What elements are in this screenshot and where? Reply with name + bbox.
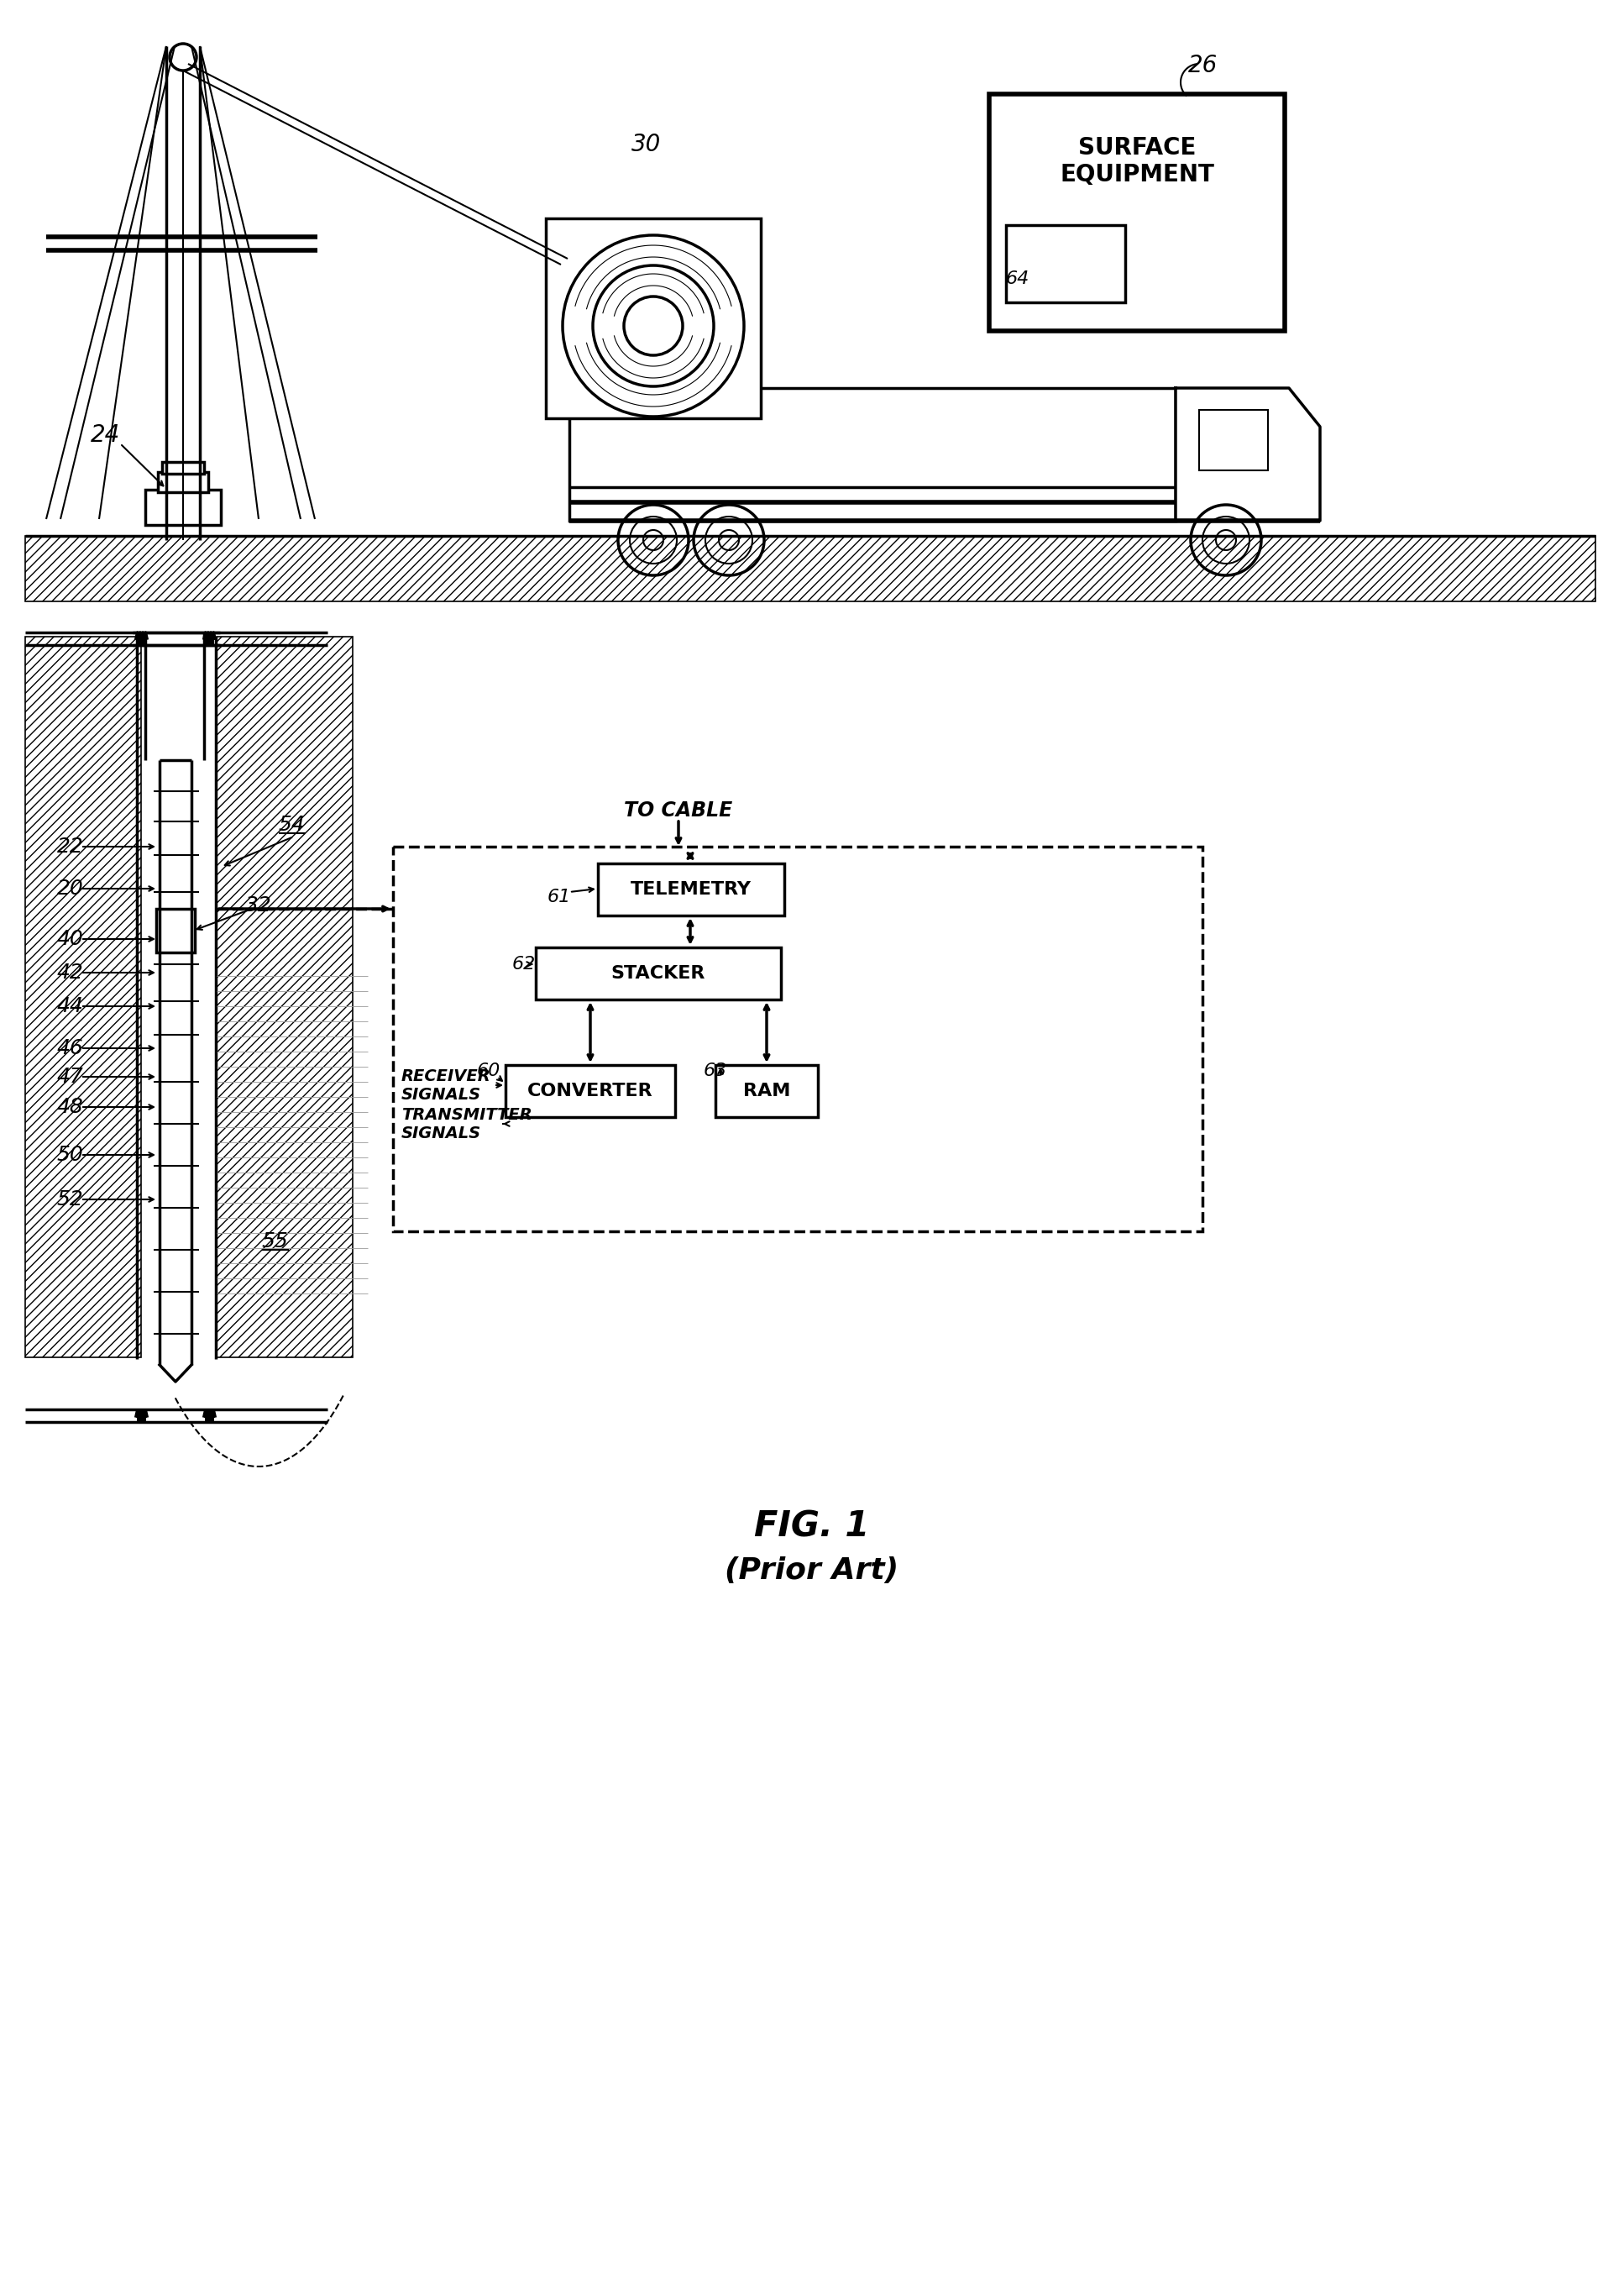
Text: STACKER: STACKER xyxy=(611,966,705,982)
Bar xyxy=(26,536,1595,602)
Text: SURFACE
EQUIPMENT: SURFACE EQUIPMENT xyxy=(1060,136,1215,186)
Text: 46: 46 xyxy=(57,1038,84,1059)
Bar xyxy=(216,636,352,1356)
Bar xyxy=(598,863,784,916)
Text: 64: 64 xyxy=(1005,270,1030,286)
Bar xyxy=(156,909,195,952)
Text: 62: 62 xyxy=(512,957,536,972)
Text: 60: 60 xyxy=(477,1063,500,1079)
Bar xyxy=(716,1066,818,1118)
Text: RECEIVER
SIGNALS: RECEIVER SIGNALS xyxy=(401,1068,490,1102)
Text: 42: 42 xyxy=(57,963,84,984)
Bar xyxy=(546,218,760,418)
Text: 30: 30 xyxy=(632,132,661,157)
Text: 26: 26 xyxy=(1189,55,1218,77)
Bar xyxy=(162,461,205,475)
Text: 24: 24 xyxy=(91,423,120,448)
Text: 63: 63 xyxy=(703,1063,728,1079)
Bar xyxy=(505,1066,676,1118)
Text: 20: 20 xyxy=(57,879,84,900)
Text: TRANSMITTER
SIGNALS: TRANSMITTER SIGNALS xyxy=(401,1106,533,1141)
Bar xyxy=(1199,409,1268,470)
Text: 50: 50 xyxy=(57,1145,84,1166)
Bar xyxy=(570,389,1176,520)
Text: TELEMETRY: TELEMETRY xyxy=(630,882,752,897)
Text: 47: 47 xyxy=(57,1068,84,1086)
Text: TO CABLE: TO CABLE xyxy=(624,800,732,820)
Bar xyxy=(393,847,1202,1231)
Text: 61: 61 xyxy=(547,888,572,907)
Polygon shape xyxy=(1176,389,1320,520)
Bar xyxy=(536,947,781,1000)
Text: 32: 32 xyxy=(245,895,271,916)
Text: FIG. 1: FIG. 1 xyxy=(754,1509,870,1545)
Text: 48: 48 xyxy=(57,1097,84,1118)
Bar xyxy=(158,473,208,493)
Text: 52: 52 xyxy=(57,1188,84,1209)
Text: 55: 55 xyxy=(261,1231,289,1252)
Text: 22: 22 xyxy=(57,836,84,857)
Text: 44: 44 xyxy=(57,995,84,1016)
Text: 40: 40 xyxy=(57,929,84,950)
Bar xyxy=(26,636,141,1356)
Bar xyxy=(145,491,221,525)
Bar xyxy=(989,93,1285,332)
Text: RAM: RAM xyxy=(744,1084,791,1100)
Bar xyxy=(1005,225,1125,302)
Text: CONVERTER: CONVERTER xyxy=(528,1084,653,1100)
Text: 54: 54 xyxy=(279,816,305,834)
Text: (Prior Art): (Prior Art) xyxy=(724,1556,900,1586)
